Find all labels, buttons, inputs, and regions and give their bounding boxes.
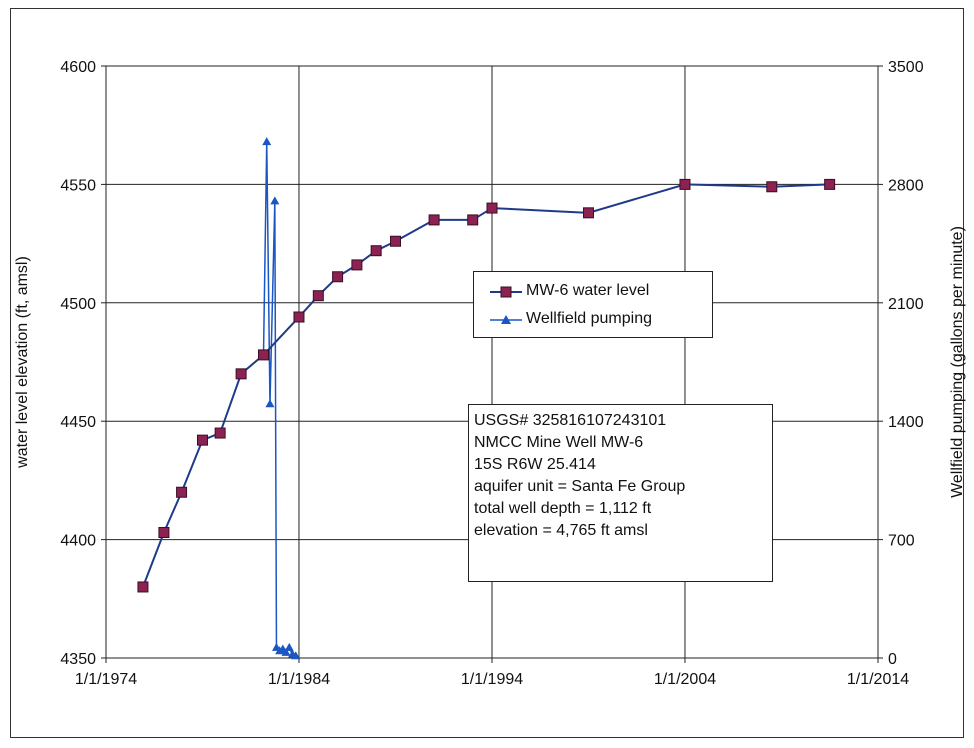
pumping-point — [270, 196, 280, 205]
water-level-point — [824, 178, 836, 190]
water-level-point — [582, 207, 594, 219]
y-axis-left-title: water level elevation (ft, amsl) — [14, 256, 31, 469]
water-level-point — [176, 486, 188, 498]
water-level-point — [467, 214, 479, 226]
water-level-point — [766, 181, 778, 193]
legend: MW-6 water level Wellfield pumping — [473, 271, 713, 338]
y-right-tick-label: 1400 — [888, 414, 924, 431]
x-tick-label: 1/1/2014 — [847, 671, 909, 688]
well-info-box: USGS# 325816107243101 NMCC Mine Well MW-… — [468, 404, 773, 582]
water-level-point — [390, 235, 402, 247]
water-level-point — [293, 311, 305, 323]
water-level-point — [312, 290, 324, 302]
water-level-point — [332, 271, 344, 283]
y-right-tick-label: 0 — [888, 651, 897, 668]
water-level-point — [486, 202, 498, 214]
water-level-point — [679, 178, 691, 190]
info-line: elevation = 4,765 ft amsl — [474, 522, 648, 539]
pumping-line — [262, 142, 297, 657]
legend-item-water-level: MW-6 water level — [474, 280, 714, 304]
legend-label: Wellfield pumping — [526, 310, 652, 327]
series-wellfield-pumping — [259, 137, 301, 660]
legend-item-pumping: Wellfield pumping — [474, 308, 714, 332]
legend-label: MW-6 water level — [526, 282, 650, 299]
water-level-point — [196, 434, 208, 446]
y-left-tick-label: 4450 — [60, 414, 96, 431]
pumping-point — [291, 651, 301, 660]
pumping-point — [265, 399, 275, 408]
chart-frame — [10, 8, 964, 738]
water-level-point — [258, 349, 270, 361]
water-level-point — [235, 368, 247, 380]
water-level-point — [428, 214, 440, 226]
y-axis-right-title: Wellfield pumping (gallons per minute) — [949, 226, 966, 498]
water-level-point — [370, 245, 382, 257]
info-line: aquifer unit = Santa Fe Group — [474, 478, 686, 495]
x-tick-label: 1/1/1994 — [461, 671, 523, 688]
water-level-point — [158, 526, 170, 538]
pumping-point — [284, 642, 294, 651]
y-right-tick-label: 2100 — [888, 296, 924, 313]
info-line: total well depth = 1,112 ft — [474, 500, 652, 517]
y-left-tick-label: 4400 — [60, 533, 96, 550]
water-level-point — [214, 427, 226, 439]
x-tick-label: 1/1/1984 — [268, 671, 330, 688]
series-mw6-water-level — [137, 178, 836, 593]
info-line: NMCC Mine Well MW-6 — [474, 434, 644, 451]
water-level-point — [351, 259, 363, 271]
y-left-tick-label: 4600 — [60, 59, 96, 76]
y-right-tick-label: 2800 — [888, 177, 924, 194]
legend-swatch-triangle-icon — [490, 315, 522, 324]
y-right-tick-label: 700 — [888, 533, 915, 550]
x-tick-label: 1/1/1974 — [75, 671, 137, 688]
y-left-tick-label: 4550 — [60, 177, 96, 194]
y-left-tick-label: 4500 — [60, 296, 96, 313]
pumping-point — [281, 647, 291, 656]
info-line: USGS# 325816107243101 — [474, 412, 667, 429]
legend-swatch-square-icon — [490, 286, 522, 298]
y-right-tick-label: 3500 — [888, 59, 924, 76]
x-tick-label: 1/1/2004 — [654, 671, 716, 688]
y-left-tick-label: 4350 — [60, 651, 96, 668]
water-level-point — [137, 581, 149, 593]
info-line: 15S R6W 25.414 — [474, 456, 596, 473]
pumping-point — [262, 137, 272, 146]
